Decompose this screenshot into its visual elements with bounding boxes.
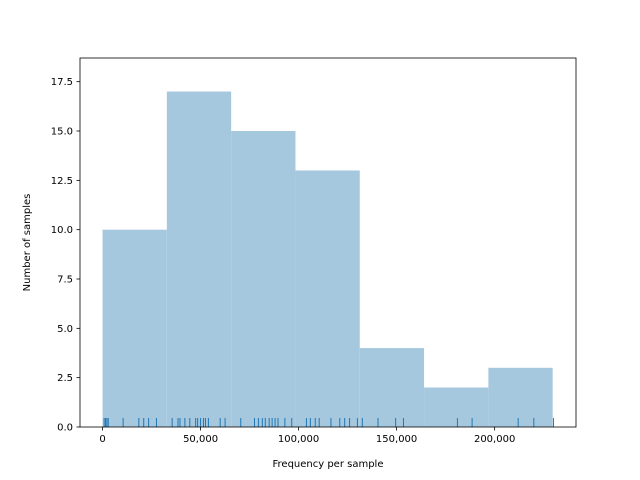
bars-layer <box>102 91 553 428</box>
y-tick-label-7: 17.5 <box>51 77 73 88</box>
histogram-bar-6 <box>488 367 553 427</box>
histogram-bar-5 <box>424 387 489 427</box>
histogram-bar-4 <box>359 348 425 427</box>
histogram-bar-3 <box>295 170 360 427</box>
rug-layer <box>103 418 554 427</box>
y-tick-label-1: 2.5 <box>57 373 73 384</box>
y-axis-label: Number of samples <box>22 194 33 292</box>
x-tick-label-0: 0 <box>99 434 105 445</box>
y-tick-label-4: 10.0 <box>51 225 73 236</box>
x-axis-label: Frequency per sample <box>273 459 384 470</box>
y-tick-label-0: 0.0 <box>57 423 73 434</box>
x-tick-label-2: 100,000 <box>278 434 319 445</box>
x-tick-label-1: 50,000 <box>183 434 218 445</box>
x-tick-label-4: 200,000 <box>474 434 515 445</box>
x-tick-label-3: 150,000 <box>376 434 417 445</box>
histogram-bar-1 <box>166 91 232 427</box>
y-tick-label-5: 12.5 <box>51 176 73 187</box>
y-tick-label-6: 15.0 <box>51 127 73 138</box>
plot-frame <box>79 57 577 428</box>
y-tick-label-3: 7.5 <box>57 275 73 286</box>
x-axis-ticks: 0 50,000 100,000 150,000 200,000 <box>99 427 515 445</box>
y-axis-ticks: 0.0 2.5 5.0 7.5 10.0 12.5 15.0 17.5 <box>51 77 80 434</box>
y-tick-label-2: 5.0 <box>57 324 73 335</box>
histogram-bar-0 <box>102 229 167 427</box>
histogram-bar-2 <box>231 131 296 428</box>
